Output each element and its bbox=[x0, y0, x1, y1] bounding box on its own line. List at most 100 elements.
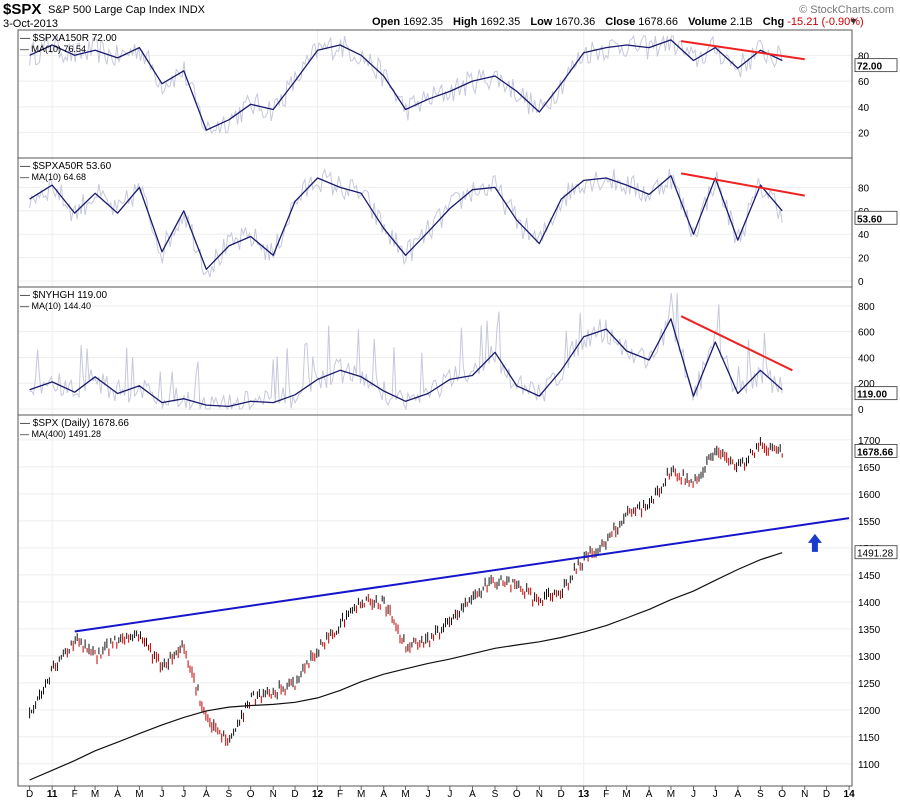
xtick-25: 13 bbox=[578, 789, 590, 800]
ytick-2-3: 600 bbox=[858, 328, 875, 339]
legend-ma-SPXA50R: — MA(10) 64.68 bbox=[20, 172, 86, 182]
last-value-0: 72.00 bbox=[857, 62, 882, 73]
xtick-18: J bbox=[426, 789, 431, 800]
legend-ma-SPXA150R: — MA(10) 76.54 bbox=[20, 44, 86, 54]
low-label: Low bbox=[530, 16, 553, 28]
brand-logo: © StockCharts.com bbox=[799, 4, 894, 16]
xtick-23: N bbox=[536, 789, 543, 800]
last-value-2: 119.00 bbox=[857, 390, 887, 401]
ytick-0-2: 60 bbox=[858, 77, 870, 88]
xtick-36: D bbox=[823, 789, 830, 800]
xtick-26: F bbox=[603, 789, 609, 800]
ma-line-SPXA150R bbox=[29, 39, 783, 131]
legend-title-SPXA50R: — $SPXA50R 53.60 bbox=[20, 161, 112, 172]
last-value-3: 1678.66 bbox=[857, 447, 894, 458]
ytick-3-5: 1350 bbox=[858, 625, 881, 636]
high-value: 1692.35 bbox=[480, 16, 521, 28]
xtick-6: J bbox=[159, 789, 164, 800]
chart-symbol: $SPX bbox=[3, 1, 42, 18]
last-box-0 bbox=[854, 58, 898, 73]
ytick-0-0: 20 bbox=[858, 129, 870, 140]
xtick-34: O bbox=[778, 789, 786, 800]
panel-frame-SPXA50R bbox=[17, 157, 853, 288]
ytick-3-10: 1600 bbox=[858, 490, 881, 501]
chg-label: Chg bbox=[762, 16, 785, 28]
ytick-3-11: 1650 bbox=[858, 463, 881, 474]
raw-line-NYHGH bbox=[29, 292, 783, 411]
raw-line-SPXA150R bbox=[29, 34, 783, 135]
ytick-3-4: 1300 bbox=[858, 652, 881, 663]
close-label: Close bbox=[605, 16, 636, 28]
last-box-1 bbox=[854, 210, 898, 225]
chart-name: S&P 500 Large Cap Index INDX bbox=[48, 4, 205, 16]
xtick-32: A bbox=[735, 789, 742, 800]
last-box-2 bbox=[854, 386, 898, 401]
xtick-14: F bbox=[337, 789, 343, 800]
last-box-3 bbox=[854, 444, 898, 458]
legend-title-NYHGH: — $NYHGH 119.00 bbox=[20, 290, 108, 301]
xtick-5: M bbox=[135, 789, 143, 800]
volume-label: Volume bbox=[688, 16, 728, 28]
xtick-33: S bbox=[757, 789, 764, 800]
xtick-12: D bbox=[291, 789, 298, 800]
xtick-10: O bbox=[247, 789, 255, 800]
xtick-1: 11 bbox=[47, 789, 58, 800]
high-label: High bbox=[453, 16, 478, 28]
open-value: 1692.35 bbox=[403, 16, 443, 28]
xtick-20: A bbox=[469, 789, 476, 800]
xtick-19: J bbox=[447, 789, 452, 800]
xtick-37: 14 bbox=[844, 789, 856, 800]
xtick-35: N bbox=[801, 789, 808, 800]
xtick-13: 12 bbox=[312, 789, 324, 800]
legend-title-SPXA150R: — $SPXA150R 72.00 bbox=[20, 33, 117, 44]
grid-layer bbox=[18, 30, 852, 786]
ytick-3-1: 1150 bbox=[858, 733, 880, 744]
xtick-22: O bbox=[513, 789, 521, 800]
xtick-9: S bbox=[226, 789, 233, 800]
xtick-16: A bbox=[380, 789, 387, 800]
series-layer bbox=[29, 34, 850, 781]
ohlc-summary: Open 1692.35 High 1692.35 Low 1670.36 Cl… bbox=[372, 16, 864, 28]
xtick-4: A bbox=[114, 789, 121, 800]
triangle-down-icon[interactable]: ▼ bbox=[849, 16, 858, 26]
ytick-1-1: 20 bbox=[858, 254, 870, 265]
open-label: Open bbox=[372, 16, 401, 28]
last-value-1: 53.60 bbox=[857, 214, 882, 225]
raw-line-SPXA50R bbox=[29, 168, 783, 278]
ytick-2-0: 0 bbox=[858, 405, 864, 416]
ytick-3-2: 1200 bbox=[858, 706, 881, 717]
legend-title-SPX: — $SPX (Daily) 1678.66 bbox=[20, 418, 129, 429]
exchange: INDX bbox=[178, 4, 205, 16]
ytick-0-3: 80 bbox=[858, 51, 870, 62]
xtick-2: F bbox=[72, 789, 78, 800]
chg-value: -15.21 (-0.90%) bbox=[787, 16, 864, 28]
legend-ma-SPX: — MA(400) 1491.28 bbox=[20, 429, 101, 439]
ytick-3-9: 1550 bbox=[858, 517, 881, 528]
xtick-29: M bbox=[667, 789, 675, 800]
xtick-28: A bbox=[646, 789, 653, 800]
ytick-1-4: 80 bbox=[858, 183, 870, 194]
xtick-15: M bbox=[357, 789, 365, 800]
volume-value: 2.1B bbox=[730, 16, 753, 28]
low-value: 1670.36 bbox=[555, 16, 596, 28]
xtick-24: D bbox=[558, 789, 565, 800]
trendline-SPXA150R bbox=[680, 40, 805, 61]
xtick-31: J bbox=[713, 789, 718, 800]
ytick-1-2: 40 bbox=[858, 230, 870, 241]
panel-frame-SPX bbox=[17, 414, 853, 787]
xtick-30: J bbox=[691, 789, 696, 800]
chart-date: 3-Oct-2013 bbox=[3, 18, 59, 30]
trendline-SPXA50R bbox=[680, 172, 805, 197]
xtick-7: J bbox=[181, 789, 186, 800]
panel-frame-SPXA150R bbox=[17, 29, 853, 159]
ytick-3-3: 1250 bbox=[858, 679, 881, 690]
frame-layer bbox=[17, 29, 853, 790]
ytick-3-12: 1700 bbox=[858, 436, 881, 447]
ytick-1-0: 0 bbox=[858, 277, 864, 288]
ytick-3-7: 1450 bbox=[858, 571, 881, 582]
xtick-0: D bbox=[26, 789, 33, 800]
support-trendline bbox=[74, 517, 850, 633]
ma-value-3: 1491.28 bbox=[857, 549, 894, 560]
